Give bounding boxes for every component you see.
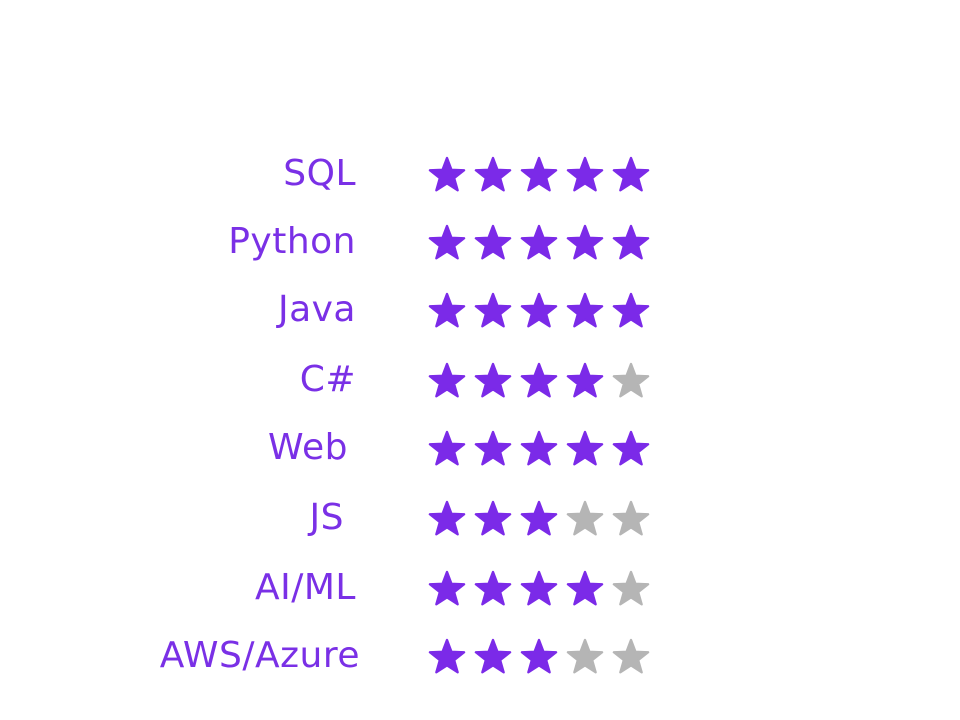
star-filled-icon [520, 638, 558, 674]
star-rating [428, 570, 650, 610]
star-filled-icon [474, 500, 512, 536]
star-filled-icon [612, 430, 650, 466]
star-empty-icon [566, 638, 604, 674]
star-empty-icon [612, 570, 650, 606]
star-empty-icon [612, 500, 650, 536]
star-filled-icon [474, 570, 512, 606]
star-filled-icon [520, 362, 558, 398]
skill-label: SQL [283, 153, 356, 194]
star-empty-icon [566, 500, 604, 536]
star-filled-icon [428, 570, 466, 606]
star-filled-icon [520, 570, 558, 606]
star-filled-icon [612, 292, 650, 328]
star-filled-icon [428, 430, 466, 466]
star-filled-icon [520, 292, 558, 328]
star-filled-icon [428, 224, 466, 260]
skill-row: Web [0, 420, 960, 476]
star-filled-icon [474, 638, 512, 674]
star-rating [428, 292, 650, 332]
star-empty-icon [612, 362, 650, 398]
star-filled-icon [520, 500, 558, 536]
star-rating [428, 500, 650, 540]
star-filled-icon [428, 500, 466, 536]
star-filled-icon [566, 156, 604, 192]
star-filled-icon [474, 224, 512, 260]
skill-label: C# [299, 359, 356, 400]
skill-row: AWS/Azure [0, 628, 960, 684]
star-filled-icon [520, 156, 558, 192]
star-filled-icon [520, 430, 558, 466]
star-rating [428, 638, 650, 678]
star-rating [428, 156, 650, 196]
skill-label: Web [268, 427, 348, 468]
star-rating [428, 362, 650, 402]
star-filled-icon [566, 292, 604, 328]
star-rating [428, 430, 650, 470]
star-filled-icon [566, 224, 604, 260]
star-filled-icon [428, 638, 466, 674]
star-filled-icon [566, 570, 604, 606]
skill-label: Python [228, 221, 356, 262]
skill-label: Java [277, 289, 356, 330]
skill-row: AI/ML [0, 560, 960, 616]
star-filled-icon [612, 156, 650, 192]
skill-row: Python [0, 214, 960, 270]
skill-row: C# [0, 352, 960, 408]
skill-row: SQL [0, 146, 960, 202]
skill-label: AI/ML [255, 567, 356, 608]
skill-label: AWS/Azure [159, 635, 360, 676]
star-empty-icon [612, 638, 650, 674]
star-filled-icon [566, 362, 604, 398]
star-filled-icon [566, 430, 604, 466]
skill-row: JS [0, 490, 960, 546]
star-filled-icon [428, 156, 466, 192]
skill-label: JS [309, 497, 344, 538]
star-filled-icon [612, 224, 650, 260]
star-rating [428, 224, 650, 264]
star-filled-icon [428, 362, 466, 398]
skill-row: Java [0, 282, 960, 338]
star-filled-icon [474, 156, 512, 192]
star-filled-icon [520, 224, 558, 260]
star-filled-icon [474, 362, 512, 398]
star-filled-icon [474, 292, 512, 328]
star-filled-icon [474, 430, 512, 466]
star-filled-icon [428, 292, 466, 328]
